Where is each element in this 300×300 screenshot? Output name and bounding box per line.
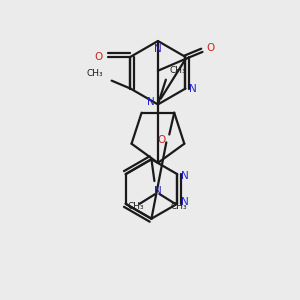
Text: O: O bbox=[94, 52, 103, 62]
Text: CH₃: CH₃ bbox=[171, 202, 188, 211]
Text: O: O bbox=[157, 135, 166, 146]
Text: N: N bbox=[154, 44, 162, 54]
Text: N: N bbox=[181, 197, 189, 207]
Text: N: N bbox=[147, 98, 155, 107]
Text: N: N bbox=[154, 186, 161, 196]
Text: N: N bbox=[181, 171, 189, 181]
Text: N: N bbox=[189, 84, 197, 94]
Text: CH₃: CH₃ bbox=[86, 69, 103, 78]
Text: CH₃: CH₃ bbox=[127, 202, 144, 211]
Text: O: O bbox=[206, 43, 214, 53]
Text: CH₃: CH₃ bbox=[170, 66, 186, 75]
